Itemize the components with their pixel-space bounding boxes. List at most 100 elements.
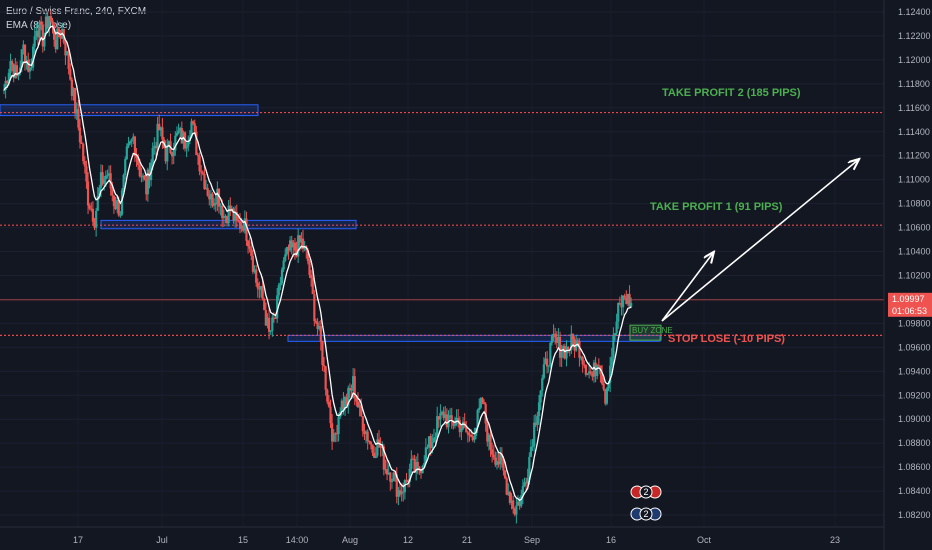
candle-body (368, 441, 371, 443)
support-resistance-zone[interactable] (0, 104, 259, 117)
candle-body (274, 318, 277, 320)
candle-body (429, 436, 432, 448)
candle-body (222, 216, 225, 219)
candle-body (214, 203, 217, 205)
candle-body (331, 423, 334, 442)
candle-body (311, 278, 314, 295)
candle-body (38, 21, 41, 38)
candle-body (411, 458, 415, 460)
candle-body (589, 371, 592, 374)
candle-body (259, 286, 263, 290)
candle-body (277, 285, 280, 296)
candle-body (64, 42, 67, 56)
y-tick-label: 1.09400 (898, 366, 931, 376)
candle-body (588, 371, 591, 374)
candle-body (208, 195, 211, 200)
candle-body (216, 188, 219, 205)
candle-body (132, 136, 135, 140)
candle-body (310, 274, 313, 279)
candle-body (267, 317, 271, 332)
candle-body (145, 179, 148, 195)
projection-arrow[interactable] (661, 160, 858, 322)
candle-body (127, 143, 130, 147)
badges-layer[interactable]: 22 (630, 485, 662, 521)
candle-body (558, 336, 562, 358)
candle-body (103, 179, 106, 184)
candle-body (190, 121, 193, 138)
x-tick-label: 16 (606, 535, 616, 545)
candle-body (59, 37, 62, 39)
candle-body (329, 406, 332, 424)
candle-body (510, 500, 513, 503)
candle-body (439, 412, 442, 420)
candle-body (282, 260, 285, 270)
y-tick-label: 1.12200 (898, 31, 931, 41)
candle-body (400, 491, 403, 495)
candle-body (15, 65, 19, 76)
candle-body (135, 156, 138, 158)
event-count-badge[interactable] (639, 485, 653, 499)
y-tick-label: 1.11400 (898, 127, 930, 137)
candle-body (468, 434, 471, 436)
candle-body (356, 401, 360, 408)
levels-layer (0, 111, 884, 336)
candle-body (628, 293, 631, 307)
candle-body (536, 416, 539, 425)
candle-body (348, 387, 352, 391)
candle-body (445, 414, 448, 428)
candle-body (508, 491, 512, 503)
candle-body (119, 214, 122, 216)
candle-body (217, 188, 221, 207)
candle-body (7, 72, 10, 84)
candle-body (269, 330, 272, 332)
candle-body (431, 441, 434, 448)
candle-body (287, 247, 290, 251)
candle-body (158, 123, 161, 131)
candle-body (466, 432, 469, 435)
candle-body (576, 340, 579, 342)
event-count-badge[interactable] (639, 507, 653, 521)
candle-body (592, 362, 596, 377)
buy-zone[interactable] (629, 324, 662, 341)
candle-body (156, 123, 159, 149)
candle-body (402, 491, 405, 493)
candle-body (300, 238, 303, 243)
candle-body (193, 123, 196, 132)
price-axis[interactable]: 1.12400 1.12200 1.12000 1.11800 1.11600 1.114… (883, 0, 932, 550)
candle-body (489, 434, 492, 450)
y-tick-label: 1.11800 (898, 79, 930, 89)
projection-arrow[interactable] (661, 253, 713, 322)
candle-body (547, 365, 550, 367)
candle-body (43, 33, 46, 47)
candle-body (630, 303, 633, 307)
y-tick-label: 1.11000 (898, 175, 930, 185)
support-resistance-zone[interactable] (287, 334, 661, 342)
candle-body (419, 470, 423, 474)
candle-body (53, 24, 56, 40)
time-axis[interactable]: 17 Jul 15 14:00 Aug 12 21 Sep 16 Oct 23 (0, 526, 884, 545)
candle-body (167, 141, 170, 146)
candle-body (279, 283, 282, 286)
candle-body (460, 428, 463, 433)
candle-body (85, 166, 88, 182)
candle-body (541, 378, 544, 391)
y-tick-label: 1.10400 (898, 247, 931, 257)
candle-body (621, 295, 625, 308)
candle-body (440, 411, 444, 413)
candle-body (91, 208, 95, 222)
candle-body (245, 218, 248, 241)
candle-body (248, 246, 251, 249)
candle-body (114, 206, 117, 209)
countdown-label: 01:06:53 (892, 306, 927, 316)
candle-body (390, 481, 394, 483)
candle-body (128, 141, 132, 144)
candle-body (377, 439, 381, 445)
candle-body (4, 81, 7, 91)
candle-body (389, 472, 392, 482)
candle-body (297, 235, 300, 257)
candle-body (19, 67, 22, 73)
candle-body (266, 317, 269, 326)
candle-body (602, 383, 605, 390)
candle-body (27, 59, 30, 72)
